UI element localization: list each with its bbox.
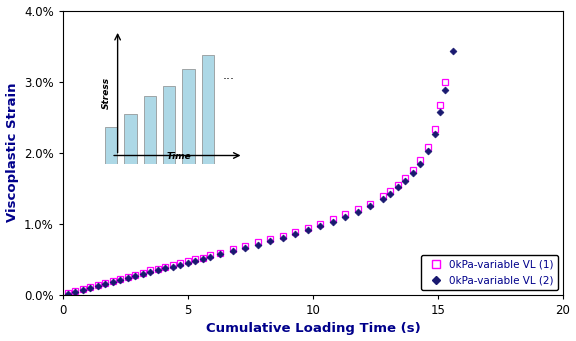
Legend: 0kPa-variable VL (1), 0kPa-variable VL (2): 0kPa-variable VL (1), 0kPa-variable VL (… [421,255,558,290]
Bar [124,114,137,164]
Bar [105,127,118,164]
X-axis label: Cumulative Loading Time (s): Cumulative Loading Time (s) [206,323,420,336]
Text: Time: Time [166,152,191,161]
Bar [144,96,156,164]
Bar [163,86,175,164]
Text: Stress: Stress [102,77,111,109]
Bar [202,55,214,164]
Y-axis label: Viscoplastic Strain: Viscoplastic Strain [6,83,18,222]
Bar [183,69,195,164]
Text: ...: ... [223,69,235,82]
